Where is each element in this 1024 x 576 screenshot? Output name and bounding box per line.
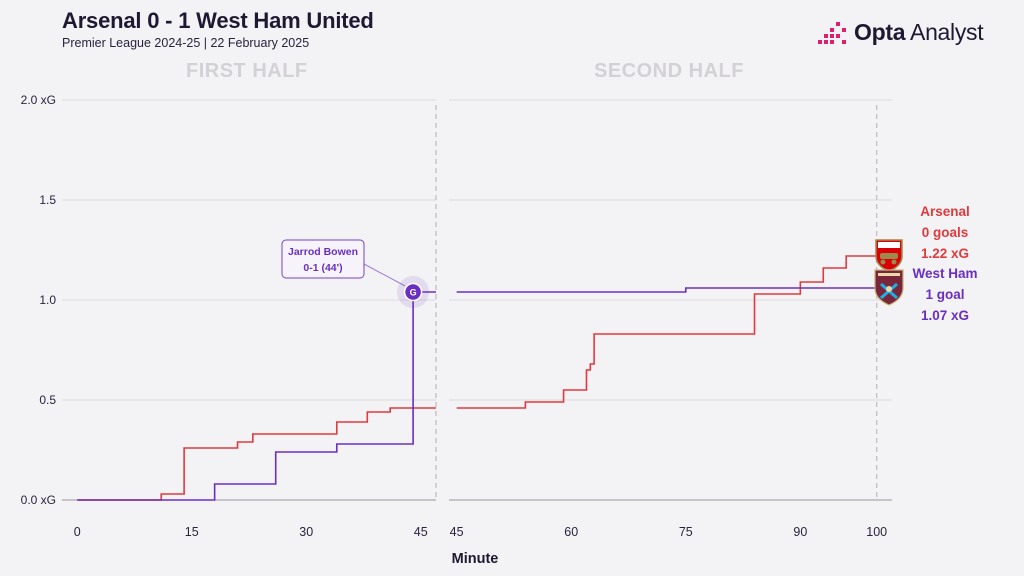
annotation-box xyxy=(281,239,365,279)
y-tick-label: 0.5 xyxy=(39,393,56,407)
goal-marker-label: G xyxy=(410,288,417,298)
annotation-score: 0-1 (44') xyxy=(303,262,342,274)
west-ham-xg-line-second-half xyxy=(456,287,877,293)
grid-lines xyxy=(62,99,892,501)
x-tick-label: 45 xyxy=(450,525,464,539)
arsenal-summary: Arsenal 0 goals 1.22 xG xyxy=(900,201,990,264)
annotation-leader-line xyxy=(363,263,406,287)
x-tick-label: 90 xyxy=(793,525,807,539)
y-axis-ticks: 0.0 xG 0.5 1.0 1.5 2.0 xG xyxy=(21,93,57,507)
west-ham-goals: 1 goal xyxy=(925,287,965,302)
west-ham-xg-line-first-half xyxy=(77,291,436,501)
opta-analyst-logo: Opta Analyst xyxy=(818,18,984,46)
x-axis-ticks: 0 15 30 45 45 60 75 90 100 xyxy=(74,525,887,539)
y-tick-label: 2.0 xG xyxy=(21,93,56,107)
arsenal-xg-line-first-half xyxy=(77,407,436,501)
x-tick-label: 60 xyxy=(564,525,578,539)
x-tick-label: 15 xyxy=(185,525,199,539)
x-tick-label: 0 xyxy=(74,525,81,539)
x-tick-label: 100 xyxy=(866,525,887,539)
west-ham-crest-icon xyxy=(874,269,904,306)
first-half-label: FIRST HALF xyxy=(186,60,308,82)
arsenal-xg: 1.22 xG xyxy=(920,246,970,261)
opta-logo-icon xyxy=(818,22,846,44)
west-ham-xg: 1.07 xG xyxy=(920,308,970,323)
x-axis-label: Minute xyxy=(452,551,499,567)
goal-marker xyxy=(403,282,423,302)
y-tick-label: 1.5 xyxy=(39,193,56,207)
second-half-label: SECOND HALF xyxy=(594,60,744,82)
brand-name-bold: Opta xyxy=(854,18,906,45)
x-tick-label: 45 xyxy=(414,525,428,539)
x-tick-label: 30 xyxy=(299,525,313,539)
brand-name-light: Analyst xyxy=(905,18,984,45)
annotation-player: Jarrod Bowen xyxy=(288,246,358,258)
y-tick-label: 0.0 xG xyxy=(21,493,56,507)
arsenal-xg-line-second-half xyxy=(456,255,877,409)
arsenal-crest-icon xyxy=(875,239,903,272)
west-ham-summary: West Ham 1 goal 1.07 xG xyxy=(900,263,990,326)
series-lines xyxy=(77,255,877,501)
arsenal-goals: 0 goals xyxy=(921,225,969,240)
x-tick-label: 75 xyxy=(679,525,693,539)
arsenal-name: Arsenal xyxy=(920,204,970,219)
chart-title: Arsenal 0 - 1 West Ham United xyxy=(62,8,374,33)
y-tick-label: 1.0 xyxy=(39,293,56,307)
west-ham-name: West Ham xyxy=(912,266,978,281)
goal-annotation: G Jarrod Bowen 0-1 (44') xyxy=(281,239,430,308)
chart-subtitle: Premier League 2024-25 | 22 February 202… xyxy=(62,36,310,50)
